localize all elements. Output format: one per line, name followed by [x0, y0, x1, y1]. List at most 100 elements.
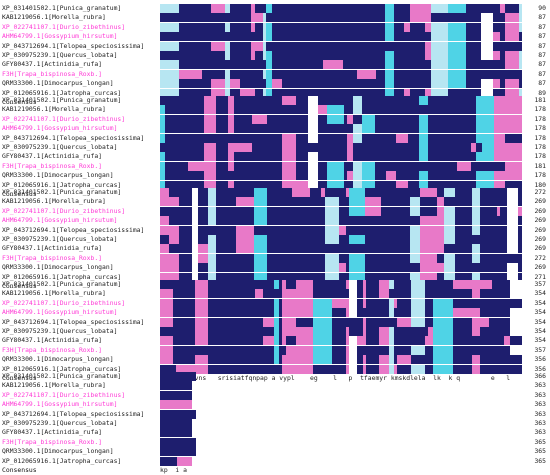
residue-block [271, 244, 276, 254]
residue-block [344, 133, 347, 143]
residue-block [397, 345, 411, 355]
residue-block [276, 197, 292, 207]
residue-block [279, 355, 282, 365]
species-label: KAB1219056.1[Morella_rubra] [2, 105, 106, 114]
residue-block [493, 79, 500, 89]
sequence-row [160, 428, 196, 438]
residue-block [309, 69, 313, 79]
residue-block [466, 22, 481, 32]
residue-block [385, 88, 394, 98]
residue-block [181, 180, 188, 190]
residue-block [204, 161, 216, 171]
residue-block [425, 60, 431, 70]
sequence-row [160, 317, 522, 327]
residue-block [507, 263, 518, 273]
residue-block [365, 272, 381, 282]
residue-block [510, 364, 522, 374]
residue-block [313, 308, 332, 318]
residue-block [181, 133, 188, 143]
residue-block [480, 289, 489, 299]
residue-block [497, 197, 500, 207]
residue-block [271, 206, 276, 216]
residue-block [313, 336, 332, 346]
residue-block [492, 298, 504, 308]
residue-block [310, 216, 321, 226]
residue-block [255, 4, 263, 13]
residue-block [325, 206, 339, 216]
residue-block [455, 188, 464, 197]
position-number: 365 [534, 437, 546, 446]
residue-block [476, 114, 482, 124]
residue-block [437, 263, 444, 273]
residue-block [419, 96, 428, 105]
residue-block [204, 124, 216, 134]
residue-block [494, 171, 505, 181]
residue-block [216, 308, 226, 318]
residue-block [346, 216, 349, 226]
residue-block [296, 345, 313, 355]
residue-block [294, 88, 309, 98]
residue-block [343, 88, 357, 98]
residue-block [431, 69, 448, 79]
residue-block [398, 235, 410, 244]
residue-block [385, 51, 394, 60]
residue-block [476, 133, 482, 143]
residue-block [254, 244, 267, 254]
residue-block [195, 317, 208, 327]
residue-block [375, 143, 386, 152]
residue-block [240, 88, 251, 98]
residue-block [202, 22, 211, 32]
residue-block [230, 60, 240, 70]
species-label: XP_012065916.1[Jatropha_curcas] [2, 272, 122, 281]
position-number: 357 [534, 280, 546, 288]
residue-block [448, 41, 466, 51]
residue-block [286, 364, 296, 374]
residue-block [160, 41, 179, 51]
residue-block [379, 364, 389, 374]
species-label: XP_030975239.1[Quercus_lobata] [2, 143, 118, 151]
residue-block [425, 51, 431, 60]
residue-block [444, 235, 455, 244]
residue-block [346, 206, 349, 216]
residue-block [480, 327, 489, 336]
residue-block [160, 133, 165, 143]
residue-block [313, 51, 323, 60]
residue-block [208, 216, 216, 226]
residue-block [272, 41, 282, 51]
residue-block [466, 60, 481, 70]
residue-block [480, 280, 489, 289]
residue-block [343, 60, 357, 70]
species-label: AHM64799.1[Gossypium_hirsutum] [2, 400, 118, 409]
residue-block [179, 22, 183, 32]
residue-block [497, 206, 500, 216]
residue-block [376, 69, 385, 79]
residue-block [480, 197, 497, 207]
residue-block [255, 13, 263, 23]
residue-block [313, 4, 323, 13]
residue-block [344, 124, 347, 134]
residue-block [252, 124, 267, 134]
residue-block [472, 263, 480, 273]
residue-block [208, 336, 216, 346]
residue-block [489, 308, 492, 318]
residue-block [267, 197, 271, 207]
residue-block [286, 355, 296, 365]
residue-block [286, 336, 296, 346]
residue-block [274, 317, 279, 327]
residue-block [519, 79, 522, 89]
residue-block [198, 225, 208, 235]
residue-block [385, 41, 394, 51]
residue-block [500, 88, 505, 98]
species-label: QRM33300.1[Dimocarpus_longan] [2, 355, 114, 364]
residue-block [444, 272, 455, 282]
residue-block [386, 143, 396, 152]
residue-block [325, 244, 339, 254]
residue-block [363, 345, 366, 355]
residue-block [432, 105, 445, 115]
residue-block [308, 124, 318, 134]
residue-block [236, 188, 254, 197]
residue-block [375, 180, 386, 190]
residue-block [472, 280, 480, 289]
residue-block [410, 206, 420, 216]
residue-block [433, 355, 453, 365]
